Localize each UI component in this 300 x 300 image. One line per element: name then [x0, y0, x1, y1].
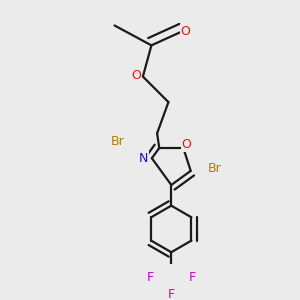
Text: N: N: [139, 152, 148, 165]
Text: O: O: [131, 69, 141, 82]
Text: F: F: [168, 288, 175, 300]
Text: F: F: [188, 271, 196, 284]
Text: Br: Br: [110, 135, 124, 148]
Text: O: O: [181, 138, 191, 151]
Text: O: O: [181, 25, 190, 38]
Text: Br: Br: [208, 161, 222, 175]
Text: F: F: [147, 271, 154, 284]
